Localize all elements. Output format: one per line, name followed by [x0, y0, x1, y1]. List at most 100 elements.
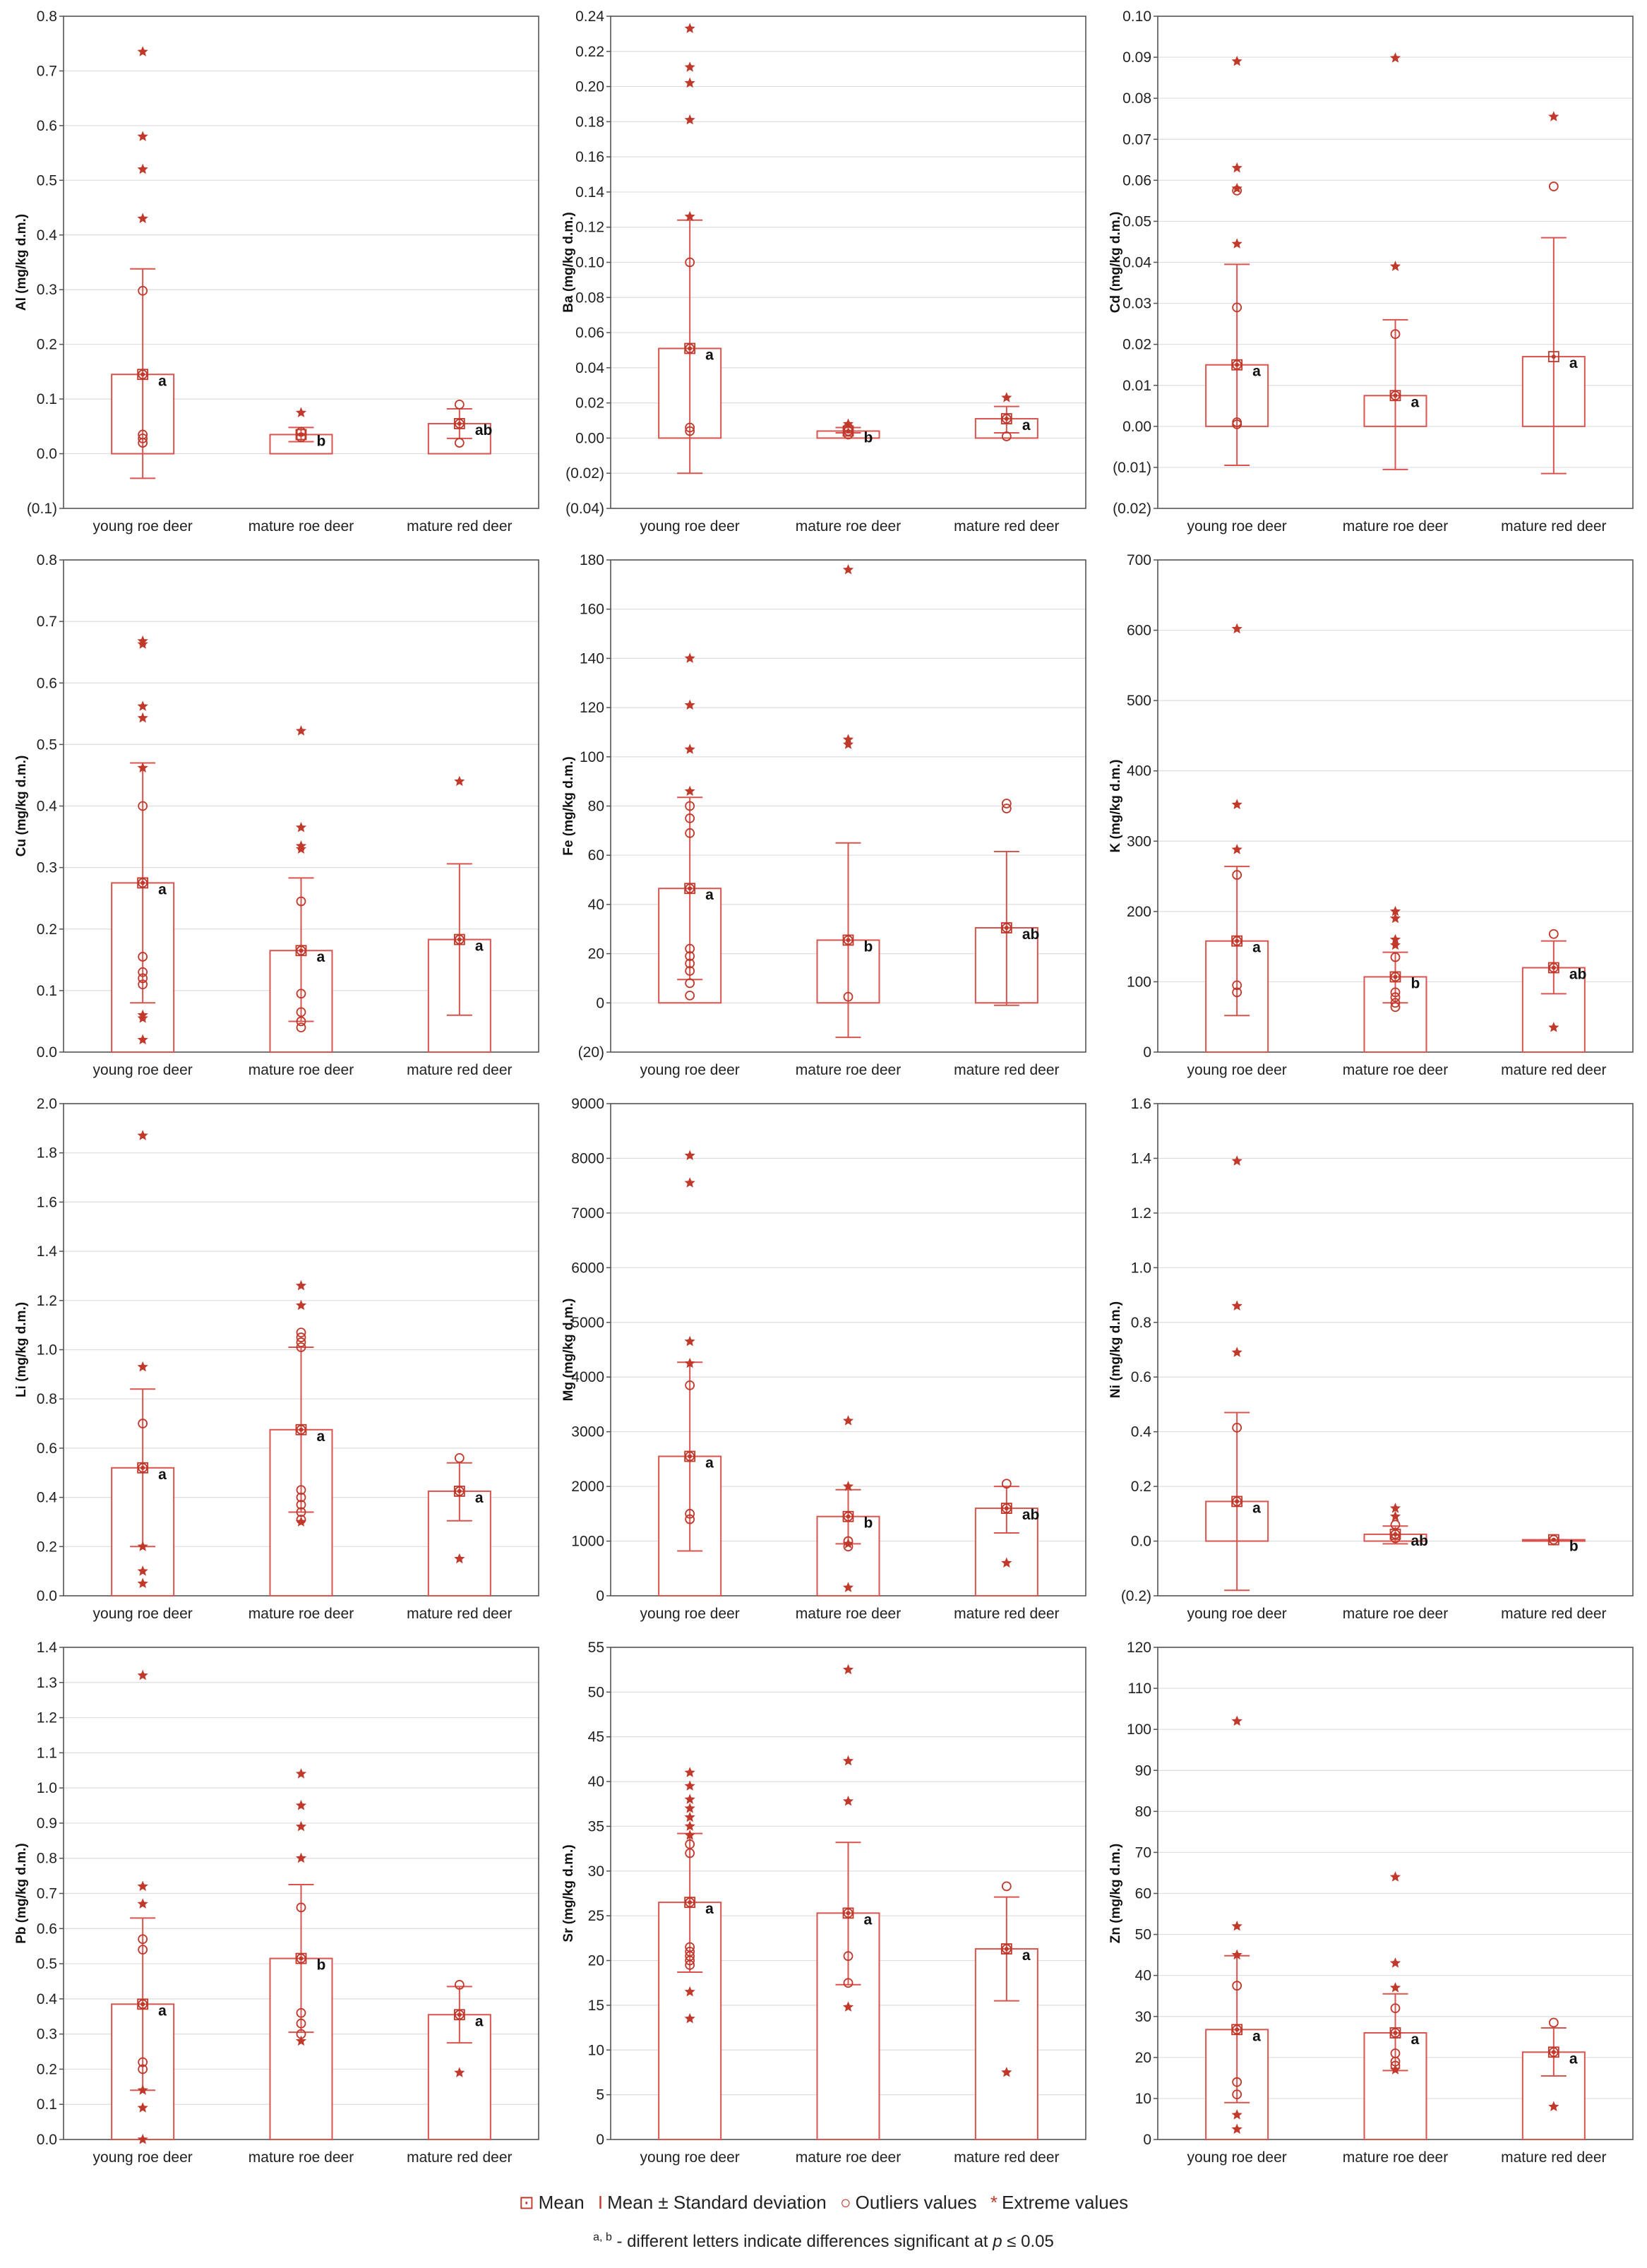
y-tick-label: 100 — [1127, 1721, 1151, 1738]
footnote-text: - different letters indicate differences… — [616, 2232, 993, 2251]
y-tick-label: 0.08 — [575, 290, 604, 306]
outlier-point — [1548, 929, 1559, 939]
chart-panel-3: 0.10 0.09 0.08 0.07 0.06 0.05 0.04 0.03 0.02 0.01… — [1108, 8, 1634, 535]
mean-marker-dot — [140, 1465, 145, 1470]
extreme-point — [1231, 2109, 1242, 2120]
y-tick-label: 45 — [588, 1729, 604, 1745]
y-tick-label: 0.10 — [575, 255, 604, 271]
extreme-point — [1548, 111, 1559, 121]
extreme-point — [684, 1986, 695, 1997]
extreme-point — [137, 762, 148, 772]
extreme-point — [1231, 55, 1242, 66]
extreme-point — [684, 785, 695, 796]
significance-letter: a — [705, 347, 714, 363]
category-group: a young roe deer — [640, 1767, 740, 2166]
outlier-point — [685, 1897, 695, 1908]
y-tick-label: 0.4 — [37, 227, 58, 244]
extreme-point — [1001, 392, 1012, 402]
extreme-point — [842, 1538, 854, 1548]
significance-letter: a — [1411, 2031, 1420, 2048]
category-group: b mature roe deer — [796, 563, 901, 1078]
outlier-point — [843, 1978, 854, 1988]
significance-letter: b — [317, 433, 326, 449]
outlier-point — [296, 1902, 306, 1913]
extreme-point — [295, 1299, 307, 1311]
mean-marker — [295, 1424, 307, 1436]
y-tick-label: 0.00 — [1122, 419, 1151, 435]
outlier-point — [138, 285, 148, 296]
y-axis-title: Ni (mg/kg d.m.) — [1108, 1301, 1123, 1398]
mean-marker-dot — [299, 1427, 304, 1432]
y-tick-label: 0.07 — [1122, 131, 1151, 148]
y-tick-label: 180 — [580, 552, 604, 568]
y-tick-label: 80 — [588, 799, 604, 815]
mean-marker — [453, 418, 465, 429]
plot-frame — [610, 559, 1086, 1053]
outlier-point — [454, 1980, 465, 1990]
x-category-label: mature roe deer — [248, 518, 354, 535]
y-tick-label: 70 — [1135, 1844, 1151, 1861]
significance-letter: a — [475, 2013, 484, 2029]
y-tick-label: 5 — [596, 2087, 604, 2103]
legend: ⊡ Mean I Mean ± Standard deviation ○ Out… — [0, 2192, 1647, 2214]
footnote: a, b - different letters indicate differ… — [0, 2231, 1647, 2252]
y-tick-label: 0.6 — [1131, 1369, 1151, 1385]
outlier-point — [454, 399, 465, 410]
extreme-point — [684, 699, 695, 710]
outlier-point — [843, 429, 854, 440]
y-tick-label: 0.06 — [1122, 172, 1151, 189]
extreme-point — [842, 1582, 854, 1592]
y-tick-label: 0.10 — [1122, 8, 1151, 25]
plot-frame — [610, 16, 1086, 509]
y-tick-label: 0.12 — [575, 220, 604, 236]
chart-panel-4: 0.8 0.7 0.6 0.5 0.4 0.3 0.2 0.1 0.0 Cu (mg/kg d.m… — [14, 552, 539, 1078]
y-tick-label: 0.04 — [1122, 255, 1151, 271]
y-axis-title: Al (mg/kg d.m.) — [14, 214, 29, 311]
extreme-point — [1231, 1949, 1242, 1960]
legend-outlier-label: Outliers values — [855, 2192, 977, 2213]
outlier-point — [138, 967, 148, 977]
mean-marker — [1547, 2046, 1559, 2058]
extreme-point — [137, 46, 148, 56]
y-tick-label: 0.8 — [37, 8, 57, 25]
outlier-point — [685, 828, 695, 838]
outlier-point — [1001, 414, 1012, 424]
extreme-point — [842, 418, 854, 429]
legend-extreme: * Extreme values — [990, 2192, 1128, 2214]
extreme-point — [684, 1767, 695, 1777]
category-group: a mature roe deer — [1343, 52, 1448, 535]
outlier-point — [296, 945, 306, 956]
y-tick-label: 0 — [1143, 2132, 1151, 2148]
y-tick-label: 400 — [1127, 763, 1151, 780]
outlier-point — [1232, 936, 1242, 946]
outlier-point — [138, 433, 148, 443]
x-category-label: young roe deer — [640, 2149, 740, 2166]
outlier-point — [1390, 2028, 1401, 2038]
y-tick-label: 80 — [1135, 1803, 1151, 1820]
significance-letter: a — [1569, 355, 1578, 371]
extreme-point — [137, 1130, 148, 1140]
outlier-point — [685, 1955, 695, 1966]
outlier-point — [1232, 870, 1242, 880]
outlier-point — [296, 1016, 306, 1027]
significance-letter: a — [158, 1467, 167, 1483]
x-category-label: mature roe deer — [1343, 518, 1448, 535]
extreme-point — [137, 1541, 148, 1551]
mean-marker-dot — [1393, 393, 1398, 398]
outlier-point — [296, 1007, 306, 1017]
mean-marker — [1000, 1943, 1012, 1954]
significance-letter: a — [1252, 2028, 1261, 2044]
category-group: a young roe deer — [1187, 623, 1287, 1078]
y-tick-label: 7000 — [571, 1205, 604, 1222]
y-tick-label: 0.1 — [37, 2096, 57, 2113]
outlier-point — [685, 990, 695, 1001]
outlier-point — [1390, 952, 1401, 962]
extreme-point — [137, 2134, 148, 2144]
y-tick-label: 0.04 — [575, 360, 604, 376]
outlier-point — [685, 883, 695, 894]
circle-icon: ○ — [839, 2192, 851, 2213]
outlier-point — [685, 1451, 695, 1462]
mean-marker — [1231, 935, 1243, 947]
significance-letter: ab — [475, 422, 493, 438]
mean-marker-dot — [1004, 926, 1009, 931]
